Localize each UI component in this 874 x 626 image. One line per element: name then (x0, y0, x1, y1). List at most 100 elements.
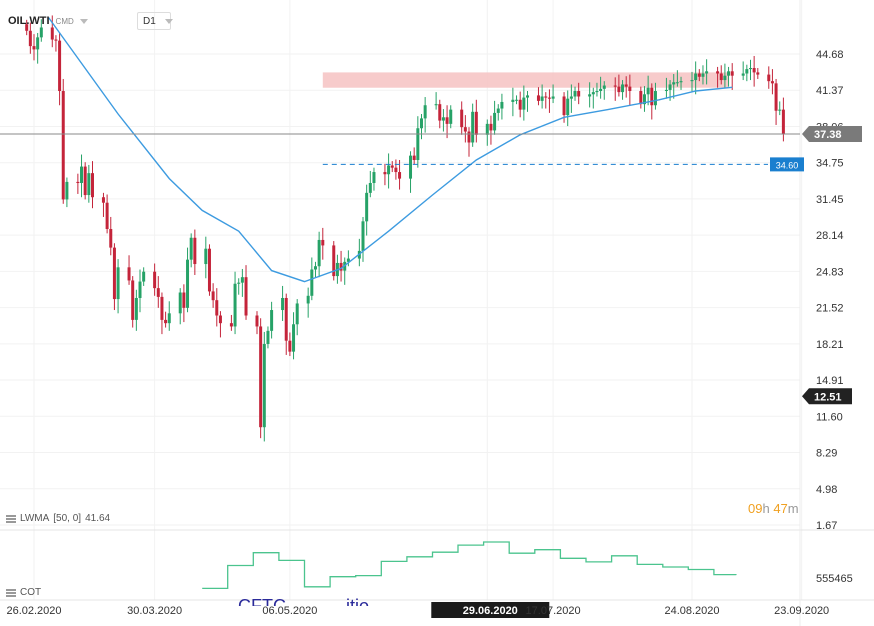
candle (781, 97, 785, 142)
candle (716, 66, 720, 88)
candle (368, 170, 372, 198)
candle-body (101, 197, 105, 203)
timeframe-selector[interactable]: D1 (137, 12, 173, 30)
candle (730, 63, 734, 90)
candle-body (28, 30, 32, 47)
candle (485, 119, 489, 146)
candle-body (39, 27, 43, 38)
candle (215, 288, 219, 327)
candle-body (25, 24, 29, 31)
candle (50, 15, 54, 48)
candle-body (650, 87, 654, 106)
candle (90, 161, 94, 209)
candle-body (697, 73, 701, 77)
candle-body (365, 192, 369, 222)
candle-body (266, 330, 270, 344)
candle (164, 311, 168, 328)
candle (281, 285, 285, 321)
candle-body (281, 297, 285, 311)
candle (526, 91, 529, 112)
candle (262, 331, 266, 442)
candle-body (705, 71, 709, 74)
candle (551, 84, 555, 104)
candle-body (716, 71, 720, 74)
candle (566, 90, 570, 127)
candle (536, 87, 540, 106)
y-tick-label-8: 18.21 (816, 339, 844, 351)
level-badge (770, 157, 804, 172)
candle-body (573, 91, 577, 97)
candle (449, 105, 453, 129)
candle (778, 101, 782, 116)
candle (182, 284, 186, 323)
candle-body (540, 96, 544, 101)
candle (602, 81, 606, 100)
candle (774, 78, 778, 125)
candle-body (109, 228, 113, 248)
y-axis: 44.6841.3738.0634.7531.4528.1424.8321.52… (802, 49, 862, 585)
lwma-indicator-label[interactable]: LWMA [50, 0] 41.64 (6, 513, 110, 524)
candle-body (467, 131, 471, 143)
candle (112, 243, 116, 311)
candle (617, 74, 621, 97)
candle (621, 80, 625, 100)
timer-m: m (787, 501, 799, 516)
candle (745, 64, 749, 82)
candle-body (295, 303, 299, 325)
candle-body (167, 313, 171, 324)
candle-body (434, 104, 438, 106)
candle-body (544, 96, 548, 98)
candle (87, 164, 91, 203)
candle-body (679, 81, 683, 83)
lwma-params: [50, 0] (53, 513, 82, 524)
candle (211, 283, 215, 308)
y-tick-label-3: 34.75 (816, 158, 844, 170)
candle (577, 82, 581, 105)
candle (672, 74, 676, 99)
candle-body (653, 91, 657, 106)
candle-body (288, 340, 292, 352)
candle-body (566, 98, 570, 116)
candle (284, 293, 288, 355)
candle (588, 82, 592, 108)
y-tick-label-5: 28.14 (816, 230, 844, 242)
candle (463, 115, 467, 143)
candle-body (58, 40, 62, 92)
candle-body (237, 282, 241, 284)
candle-body (112, 247, 116, 300)
candle-body (215, 300, 219, 316)
candle-body (752, 68, 756, 73)
lwma-value: 41.64 (85, 513, 111, 524)
cot-indicator-label[interactable]: COT (6, 587, 41, 598)
candle-body (756, 72, 760, 75)
candle (694, 61, 698, 95)
candle (639, 86, 643, 109)
candle (76, 173, 80, 194)
candle (156, 276, 160, 308)
candle-body (54, 39, 58, 41)
candle-body (387, 165, 391, 175)
candle (80, 154, 84, 198)
candle (240, 268, 244, 297)
lwma-line (48, 17, 733, 283)
candle-body (624, 84, 628, 87)
candle (569, 84, 573, 113)
candle (58, 32, 62, 106)
candle (599, 76, 603, 99)
x-axis: 26.02.2020 30.03.2020 06.05.2020 29.06.2020… (6, 602, 829, 618)
candle (591, 87, 595, 109)
symbol-selector[interactable]: OIL.WTI CMD (8, 12, 88, 30)
candle (36, 32, 40, 64)
candle-body (310, 269, 314, 296)
candle-body (748, 68, 752, 70)
candle (105, 194, 109, 234)
candle-body (463, 127, 467, 132)
candle (339, 250, 343, 282)
candle-body (588, 94, 592, 97)
candle (65, 177, 69, 208)
candle-body (156, 288, 160, 297)
candle (438, 99, 442, 129)
candle (32, 34, 36, 61)
candle (723, 63, 727, 88)
